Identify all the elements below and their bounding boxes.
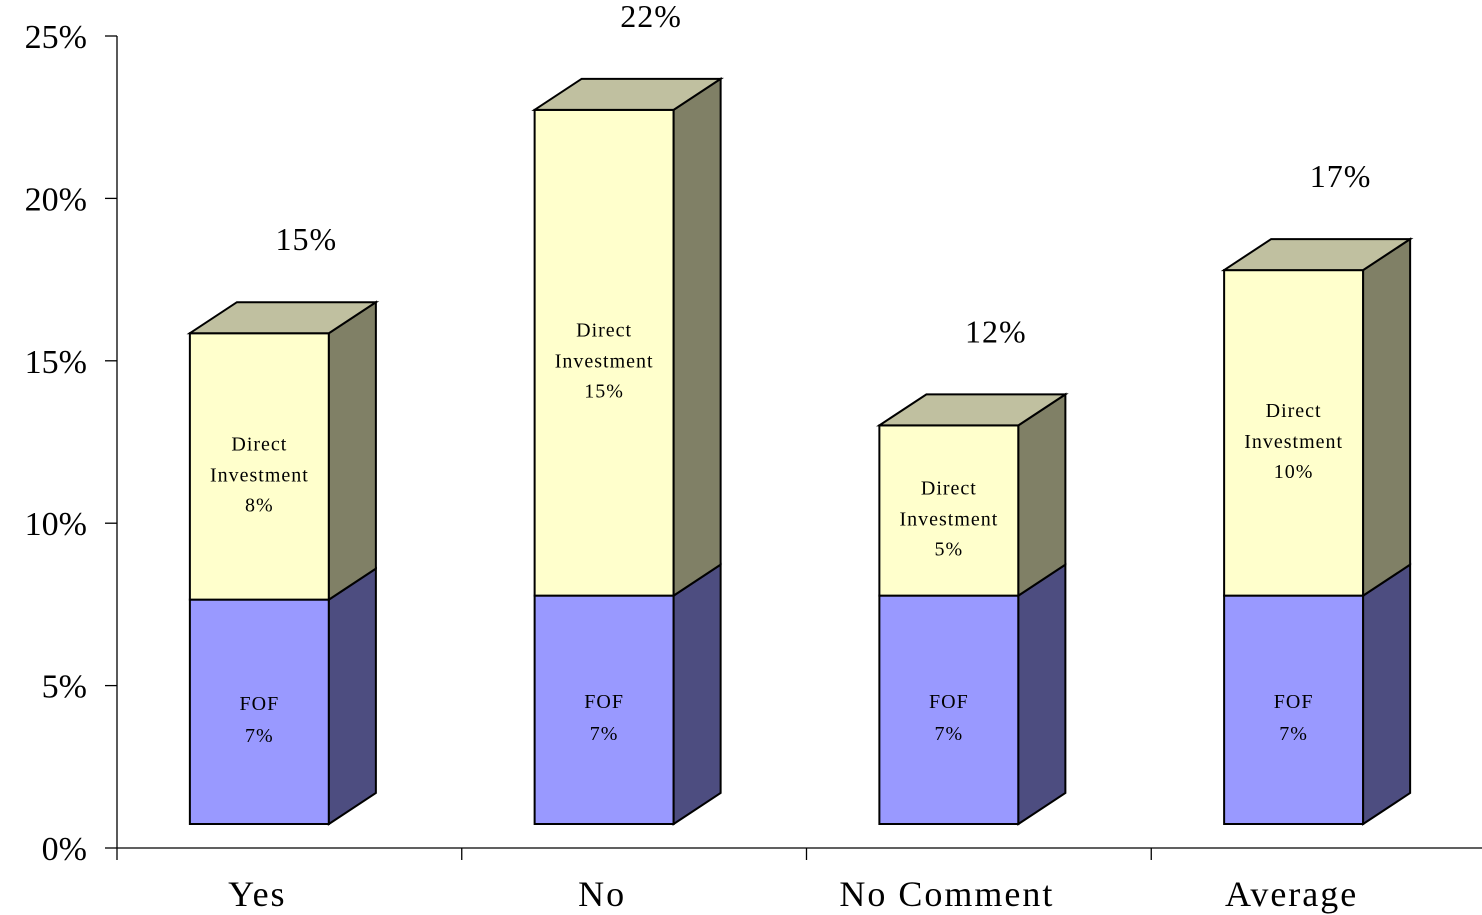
segment-label-fof-value: 7%: [245, 725, 274, 747]
y-tick-label: 5%: [42, 669, 87, 706]
bar-top: [876, 393, 1069, 427]
bar-side-fof: [672, 562, 722, 826]
total-label: 15%: [276, 221, 338, 257]
bar-group-yes: [186, 300, 380, 826]
segment-label-investment: Investment: [899, 508, 998, 530]
total-label: 22%: [620, 0, 682, 34]
bar-side-direct-investment: [327, 300, 377, 602]
bar-side-fof: [1362, 562, 1412, 826]
x-category-label: Average: [1225, 874, 1358, 914]
segment-label-fof: FOF: [929, 691, 969, 713]
bar-side-fof: [1017, 562, 1067, 826]
segment-label-direct: Direct: [231, 433, 287, 455]
segment-label-direct-investment-value: 5%: [935, 538, 964, 560]
bar-group-no: [531, 76, 724, 826]
bar-group-average: [1220, 237, 1414, 826]
x-category-label: No: [578, 874, 626, 914]
bars: [186, 76, 1414, 826]
segment-label-direct-investment-value: 8%: [245, 494, 274, 516]
segment-label-direct: Direct: [921, 477, 977, 499]
bar-top: [186, 301, 380, 335]
y-tick-label: 25%: [25, 19, 87, 56]
y-tick-label: 0%: [42, 831, 87, 868]
segment-label-fof-value: 7%: [1279, 723, 1308, 745]
bar-side-fof: [327, 566, 377, 826]
total-label: 12%: [965, 313, 1027, 349]
segment-label-investment: Investment: [1244, 431, 1343, 453]
bar-group-no-comment: [876, 392, 1069, 826]
segment-label-direct-investment-value: 15%: [584, 381, 624, 403]
bar-top: [1220, 238, 1414, 272]
segment-label-direct-investment-value: 10%: [1274, 461, 1314, 483]
segment-label-direct: Direct: [576, 320, 632, 342]
y-tick-label: 20%: [25, 181, 87, 218]
segment-label-fof: FOF: [1274, 691, 1314, 713]
labels: FOF 7% Direct Investment 8% 15% Yes FOF 7% Direct…: [210, 0, 1372, 914]
segment-label-fof: FOF: [584, 691, 624, 713]
x-category-label: Yes: [228, 874, 286, 914]
bar-top: [531, 77, 724, 111]
bar-side-direct-investment: [1017, 392, 1067, 598]
x-category-label: No Comment: [839, 874, 1054, 914]
segment-label-investment: Investment: [555, 351, 654, 373]
segment-label-investment: Investment: [210, 464, 309, 486]
y-tick-label: 15%: [25, 344, 87, 381]
bar-side-direct-investment: [1362, 237, 1412, 598]
y-tick-label: 10%: [25, 506, 87, 543]
segment-label-fof-value: 7%: [590, 723, 619, 745]
axes: 0% 5% 10% 15% 20% 25%: [25, 19, 1482, 868]
segment-label-fof-value: 7%: [935, 723, 964, 745]
total-label: 17%: [1310, 158, 1372, 194]
segment-label-direct: Direct: [1266, 400, 1322, 422]
bar-side-direct-investment: [672, 76, 722, 598]
segment-label-fof: FOF: [240, 693, 280, 715]
